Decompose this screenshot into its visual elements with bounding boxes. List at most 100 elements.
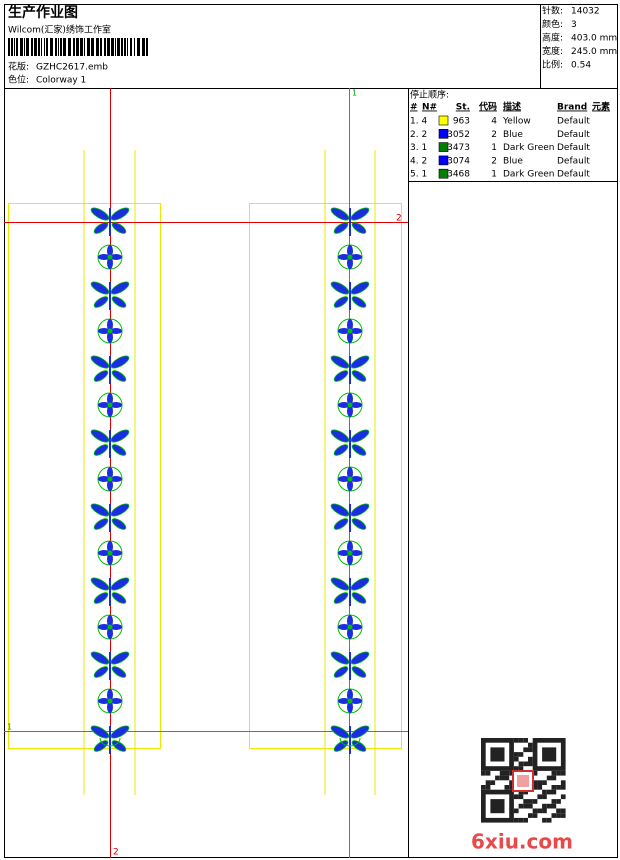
leaf bbox=[93, 296, 109, 308]
petal bbox=[350, 550, 362, 556]
leaf bbox=[351, 592, 367, 604]
bar-stripe bbox=[14, 38, 15, 56]
leaf bbox=[350, 355, 370, 369]
bar-stripe bbox=[117, 38, 120, 56]
petal bbox=[107, 319, 113, 331]
qr-module bbox=[532, 770, 538, 776]
leaf bbox=[111, 592, 127, 604]
petal bbox=[110, 476, 122, 482]
flower-center bbox=[347, 698, 353, 704]
embroidery-column bbox=[90, 207, 130, 754]
petal bbox=[110, 328, 122, 334]
qr-module bbox=[518, 794, 524, 800]
leaf bbox=[350, 281, 370, 295]
column-header: 代码 bbox=[478, 101, 497, 113]
row-code: 3052 bbox=[447, 130, 470, 140]
table-title: 停止顺序: bbox=[410, 89, 449, 101]
qr-module bbox=[537, 794, 543, 800]
leaf bbox=[111, 296, 127, 308]
qr-module bbox=[518, 817, 524, 823]
qr-module bbox=[528, 747, 533, 753]
qr-module bbox=[542, 803, 547, 809]
petal bbox=[98, 328, 110, 334]
petal bbox=[338, 550, 350, 556]
qr-finder bbox=[490, 747, 505, 762]
column-header: St. bbox=[456, 103, 470, 113]
leaf bbox=[350, 725, 370, 739]
qr-module bbox=[504, 770, 510, 776]
qr-module bbox=[537, 785, 543, 790]
column-header: 元素 bbox=[592, 101, 610, 113]
studio: Wilcom(汇家)绣饰工作室 bbox=[8, 24, 111, 36]
petal bbox=[338, 624, 350, 630]
leaf bbox=[90, 651, 110, 665]
petal bbox=[347, 615, 353, 627]
qr-module bbox=[560, 808, 566, 814]
row-brand: Default bbox=[557, 170, 590, 180]
row-brand: Default bbox=[557, 156, 590, 166]
qr-module bbox=[513, 766, 519, 771]
leaf bbox=[333, 666, 349, 678]
qr-module bbox=[556, 770, 561, 776]
petal bbox=[98, 402, 110, 408]
colorway-value: Colorway 1 bbox=[36, 76, 86, 86]
petal bbox=[347, 479, 353, 491]
row-description: Dark Green bbox=[503, 143, 554, 153]
column-header: # bbox=[410, 103, 418, 113]
qr-module bbox=[523, 817, 528, 823]
row-stops: 1 bbox=[491, 170, 497, 180]
qr-module bbox=[518, 761, 524, 767]
leaf bbox=[90, 207, 110, 221]
petal bbox=[350, 254, 362, 260]
petal bbox=[350, 328, 362, 334]
qr-module bbox=[523, 803, 528, 809]
leaf bbox=[90, 577, 110, 591]
leaf bbox=[111, 518, 127, 530]
petal bbox=[107, 245, 113, 257]
stat-value: 3 bbox=[571, 20, 577, 30]
row-stops: 1 bbox=[491, 143, 497, 153]
qr-module bbox=[523, 738, 528, 743]
bar-stripe bbox=[11, 38, 13, 56]
leaf bbox=[110, 281, 130, 295]
guide-label: 2 bbox=[113, 848, 119, 858]
row-seq: 5. 1 bbox=[410, 170, 427, 180]
bar-stripe bbox=[50, 38, 53, 56]
qr-module bbox=[523, 799, 528, 804]
petal bbox=[98, 624, 110, 630]
qr-module bbox=[528, 761, 533, 767]
petal bbox=[98, 476, 110, 482]
bar-stripe bbox=[46, 38, 48, 56]
flower-center bbox=[347, 402, 353, 408]
petal bbox=[338, 476, 350, 482]
hoop-box bbox=[249, 203, 402, 749]
petal bbox=[107, 689, 113, 701]
bar-stripe bbox=[134, 38, 135, 56]
stat-label: 高度: bbox=[542, 32, 563, 44]
leaf bbox=[350, 577, 370, 591]
stat-label: 针数: bbox=[542, 5, 563, 17]
qr-finder bbox=[542, 747, 557, 762]
qr-module bbox=[513, 794, 519, 800]
row-code: 3074 bbox=[447, 156, 470, 166]
column-header: N# bbox=[422, 103, 437, 113]
qr-module bbox=[532, 785, 538, 790]
petal bbox=[347, 331, 353, 343]
flower-center bbox=[107, 550, 113, 556]
column-end bbox=[339, 737, 361, 747]
petal bbox=[347, 245, 353, 257]
flower-center bbox=[347, 550, 353, 556]
petal bbox=[107, 467, 113, 479]
qr-module bbox=[546, 775, 552, 781]
design-value: GZHC2617.emb bbox=[36, 63, 108, 73]
bar-stripe bbox=[20, 38, 23, 56]
bar-stripe bbox=[104, 38, 106, 56]
qr-module bbox=[532, 799, 538, 804]
row-seq: 2. 2 bbox=[410, 130, 427, 140]
bar-stripe bbox=[73, 38, 75, 56]
qr-module bbox=[513, 752, 519, 757]
stat-label: 比例: bbox=[542, 59, 563, 71]
qr-module bbox=[513, 756, 519, 762]
qr-module bbox=[532, 808, 538, 814]
